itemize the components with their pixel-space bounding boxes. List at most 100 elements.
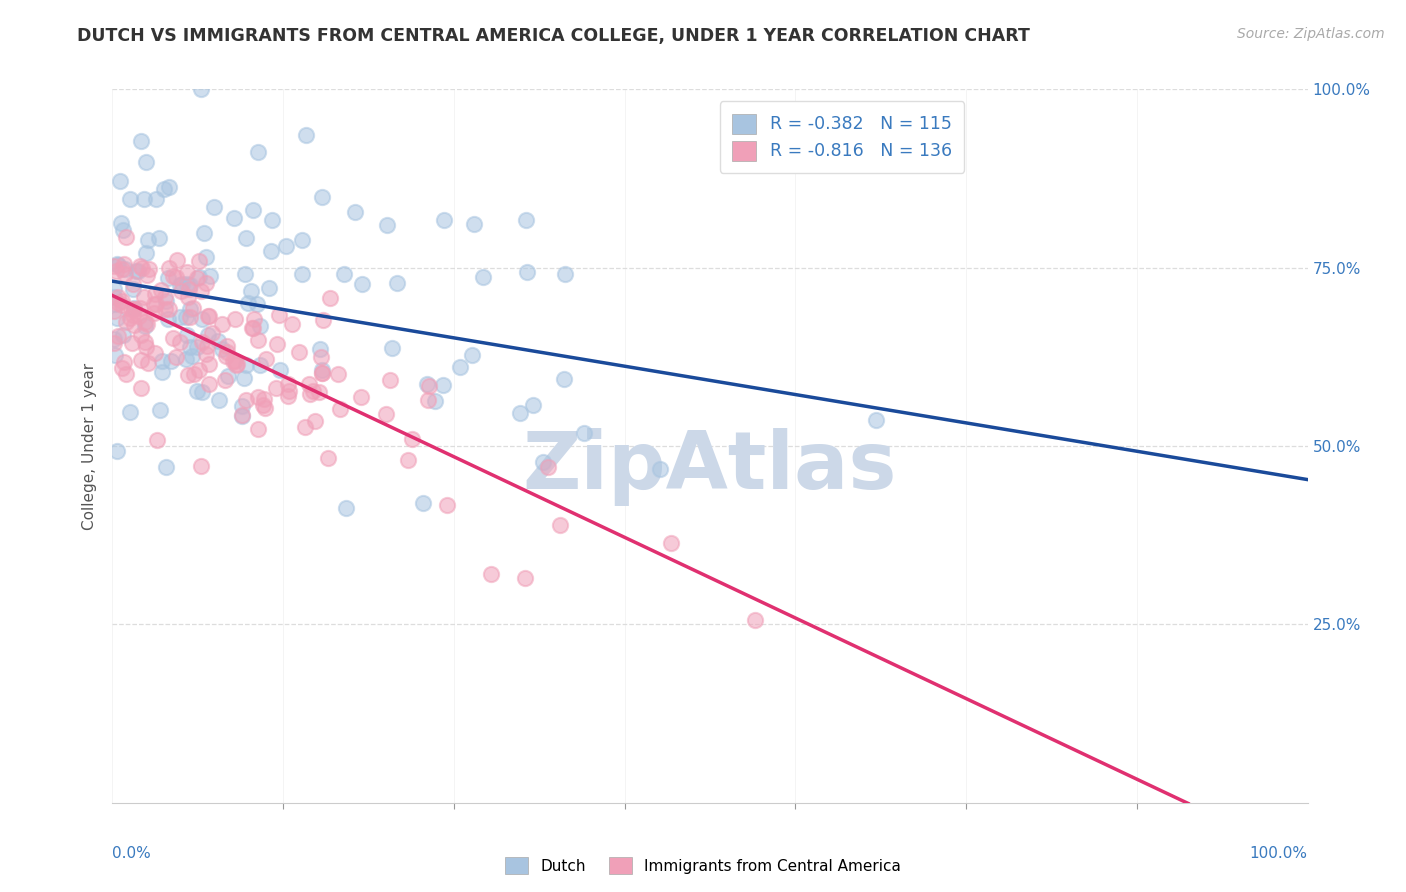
Point bbox=[262, 213, 284, 227]
Point bbox=[298, 376, 321, 391]
Point bbox=[129, 134, 152, 148]
Point bbox=[136, 356, 159, 370]
Point bbox=[121, 277, 143, 291]
Text: Source: ZipAtlas.com: Source: ZipAtlas.com bbox=[1237, 27, 1385, 41]
Point bbox=[461, 348, 484, 362]
Point bbox=[180, 349, 202, 363]
Point bbox=[160, 353, 183, 368]
Point bbox=[190, 458, 212, 473]
Point bbox=[246, 296, 269, 310]
Point bbox=[304, 414, 326, 428]
Point bbox=[197, 376, 219, 391]
Point bbox=[152, 182, 174, 196]
Point bbox=[659, 536, 682, 550]
Point bbox=[143, 345, 166, 359]
Point bbox=[181, 301, 204, 316]
Point bbox=[266, 336, 288, 351]
Point bbox=[187, 269, 209, 284]
Point bbox=[157, 311, 180, 326]
Point bbox=[554, 268, 576, 282]
Point bbox=[156, 271, 179, 285]
Point bbox=[240, 284, 263, 298]
Point bbox=[135, 317, 157, 331]
Point bbox=[194, 276, 217, 290]
Point bbox=[191, 335, 214, 350]
Point bbox=[129, 327, 152, 342]
Point bbox=[179, 310, 201, 324]
Point bbox=[572, 425, 595, 440]
Point bbox=[246, 334, 269, 348]
Point bbox=[253, 392, 276, 407]
Point bbox=[103, 282, 125, 296]
Point bbox=[277, 376, 299, 391]
Point bbox=[249, 358, 271, 372]
Point bbox=[105, 257, 128, 271]
Point bbox=[418, 379, 440, 393]
Point bbox=[235, 358, 257, 372]
Point bbox=[103, 297, 125, 311]
Point bbox=[149, 403, 172, 417]
Point bbox=[179, 278, 201, 293]
Point bbox=[122, 301, 145, 316]
Point bbox=[120, 405, 142, 419]
Point bbox=[169, 310, 191, 325]
Point bbox=[142, 306, 165, 320]
Point bbox=[108, 174, 131, 188]
Point bbox=[134, 290, 156, 304]
Point bbox=[232, 371, 254, 385]
Point bbox=[380, 373, 402, 387]
Point bbox=[254, 351, 277, 366]
Point bbox=[121, 336, 143, 351]
Point bbox=[195, 339, 218, 353]
Point bbox=[260, 244, 283, 259]
Point bbox=[217, 345, 239, 359]
Point bbox=[153, 302, 176, 317]
Point bbox=[515, 212, 537, 227]
Point bbox=[111, 262, 134, 277]
Point bbox=[142, 297, 165, 311]
Point bbox=[311, 363, 333, 377]
Point bbox=[350, 391, 373, 405]
Point bbox=[107, 290, 129, 304]
Point bbox=[169, 278, 191, 293]
Point bbox=[114, 262, 136, 277]
Point bbox=[136, 268, 159, 282]
Point bbox=[302, 384, 325, 398]
Point bbox=[242, 320, 264, 334]
Point bbox=[197, 328, 219, 343]
Point bbox=[267, 308, 290, 322]
Point bbox=[259, 281, 281, 295]
Point bbox=[401, 433, 423, 447]
Point bbox=[318, 291, 340, 305]
Point bbox=[522, 398, 544, 412]
Point bbox=[471, 269, 494, 284]
Point bbox=[193, 226, 215, 240]
Point bbox=[311, 366, 333, 380]
Point bbox=[176, 351, 198, 366]
Point bbox=[129, 352, 152, 367]
Point bbox=[550, 517, 572, 532]
Point bbox=[176, 277, 198, 292]
Point bbox=[224, 211, 246, 225]
Point bbox=[211, 317, 233, 331]
Point bbox=[463, 217, 485, 231]
Point bbox=[385, 276, 408, 290]
Point bbox=[136, 233, 159, 247]
Point bbox=[128, 301, 150, 315]
Point bbox=[105, 263, 128, 277]
Point bbox=[231, 409, 253, 424]
Point bbox=[186, 270, 208, 285]
Point bbox=[214, 373, 236, 387]
Point bbox=[110, 216, 132, 230]
Point bbox=[425, 394, 447, 409]
Text: 100.0%: 100.0% bbox=[1250, 846, 1308, 861]
Point bbox=[207, 334, 229, 348]
Point bbox=[335, 501, 357, 516]
Point bbox=[157, 301, 180, 316]
Point bbox=[105, 311, 128, 326]
Legend: R = -0.382   N = 115, R = -0.816   N = 136: R = -0.382 N = 115, R = -0.816 N = 136 bbox=[720, 102, 965, 173]
Point bbox=[165, 350, 187, 364]
Point bbox=[169, 335, 191, 350]
Point bbox=[311, 366, 333, 380]
Point bbox=[191, 312, 214, 326]
